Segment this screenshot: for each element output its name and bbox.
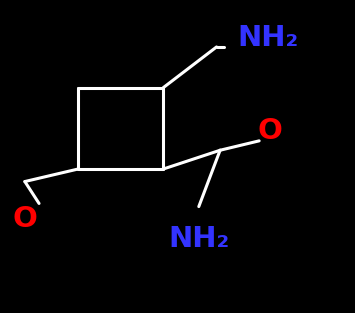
Text: O: O <box>257 117 282 146</box>
Text: NH₂: NH₂ <box>168 225 229 253</box>
Text: NH₂: NH₂ <box>238 23 299 52</box>
Text: O: O <box>12 205 37 233</box>
